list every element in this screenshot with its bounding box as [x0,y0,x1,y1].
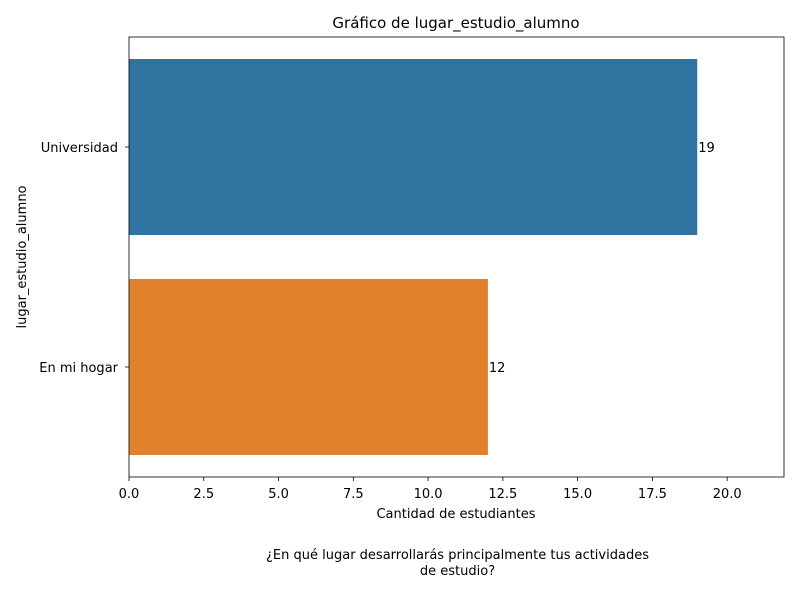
y-axis-label: lugar_estudio_alumno [15,185,30,328]
bar [129,279,488,455]
y-tick-label: Universidad [41,141,118,156]
x-axis-label: Cantidad de estudiantes [376,507,535,522]
caption-line-2: de estudio? [419,564,496,579]
x-tick-label: 5.0 [268,487,289,502]
y-tick-label: En mi hogar [39,361,118,376]
bar-value-label: 19 [698,141,715,156]
chart-title: Gráfico de lugar_estudio_alumno [332,14,579,33]
caption-line-1: ¿En qué lugar desarrollarás principalmen… [266,548,649,563]
x-tick-label: 10.0 [414,487,443,502]
x-tick-label: 20.0 [713,487,742,502]
x-tick-label: 15.0 [563,487,592,502]
bar-value-label: 12 [489,361,506,376]
plot-frame [128,36,785,478]
x-tick-label: 0.0 [119,487,140,502]
x-tick-label: 12.5 [488,487,517,502]
x-tick-label: 2.5 [193,487,214,502]
x-tick-label: 17.5 [638,487,667,502]
x-tick-label: 7.5 [343,487,364,502]
chart-caption: ¿En qué lugar desarrollarás principalmen… [0,548,800,580]
bar [129,59,698,235]
